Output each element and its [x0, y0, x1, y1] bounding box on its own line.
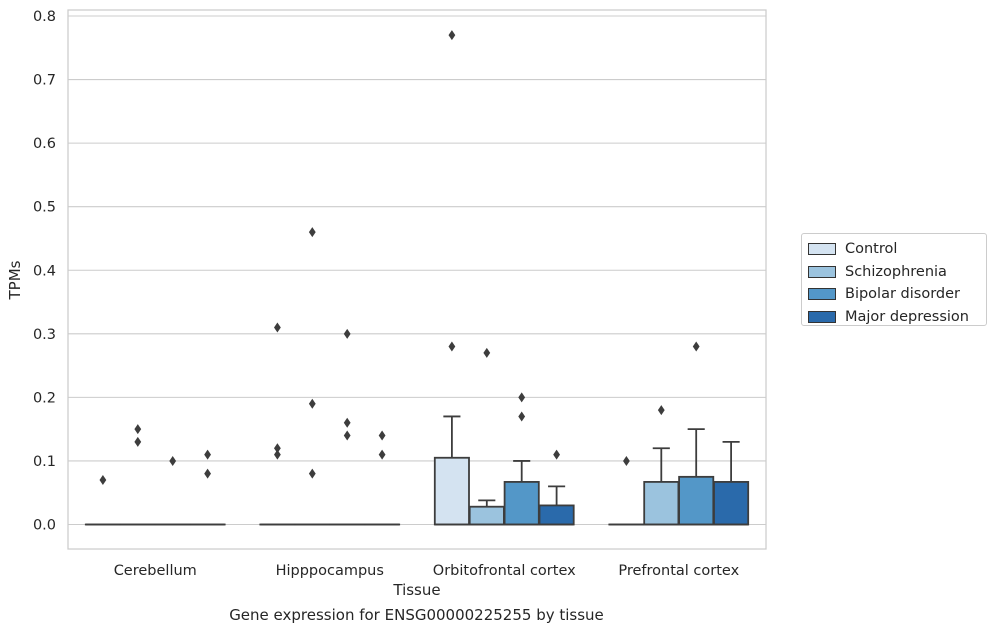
box-control — [608, 455, 645, 526]
x-tick-label: Orbitofrontal cortex — [433, 563, 576, 579]
outlier-point — [274, 443, 281, 454]
grid-lines — [68, 15, 766, 526]
box-iqr — [433, 456, 470, 526]
plot-frame — [67, 9, 767, 550]
legend-swatch — [808, 243, 836, 256]
outlier-point — [518, 411, 526, 422]
legend: Control Schizophrenia Bipolar disorder Majo… — [801, 233, 987, 326]
legend-item: Schizophrenia — [808, 261, 980, 284]
box-major-depression — [713, 440, 750, 526]
outlier-point — [308, 398, 316, 409]
outlier-point — [169, 455, 177, 466]
outlier-point — [343, 430, 351, 441]
box-iqr — [678, 475, 715, 526]
outlier-point — [378, 449, 386, 460]
box-schizophrenia — [294, 227, 331, 526]
figure-caption: Gene expression for ENSG00000225255 by t… — [229, 606, 604, 624]
box-iqr — [503, 481, 540, 526]
box-bipolar-disorder — [503, 392, 540, 526]
outlier-point — [343, 328, 351, 339]
legend-swatch — [808, 310, 836, 323]
box-control — [84, 475, 121, 526]
legend-item: Control — [808, 238, 980, 261]
outlier-point — [343, 417, 351, 428]
legend-label: Schizophrenia — [845, 263, 947, 280]
outlier-point — [134, 436, 142, 447]
y-tick-label: 0.4 — [33, 263, 56, 279]
legend-label: Control — [845, 241, 898, 258]
box-major-depression — [189, 449, 226, 526]
box-schizophrenia — [468, 347, 505, 526]
outlier-point — [483, 347, 491, 358]
outlier-point — [274, 322, 281, 333]
outlier-point — [204, 468, 211, 479]
boxes — [84, 30, 750, 526]
outlier-point — [623, 455, 630, 466]
x-tick-label: Cerebellum — [114, 563, 197, 579]
outlier-point — [448, 341, 456, 352]
legend-swatch — [808, 265, 836, 278]
box-iqr — [468, 505, 505, 526]
box-schizophrenia — [119, 424, 156, 526]
legend-label: Bipolar disorder — [845, 286, 960, 303]
box-iqr — [643, 481, 680, 526]
y-axis-label: TPMs — [6, 260, 24, 300]
box-iqr — [538, 504, 575, 526]
box-bipolar-disorder — [678, 341, 715, 526]
legend-item: Major depression — [808, 306, 980, 329]
box-major-depression — [538, 449, 575, 526]
outlier-point — [99, 475, 107, 486]
y-tick-label: 0.3 — [33, 327, 56, 343]
y-tick-label: 0.8 — [33, 9, 56, 25]
box-control — [259, 322, 296, 526]
box-major-depression — [364, 430, 401, 526]
x-tick-label: Hipppocampus — [276, 563, 384, 579]
x-axis-label: Tissue — [392, 581, 440, 599]
box-bipolar-disorder — [329, 328, 366, 526]
outlier-point — [518, 392, 526, 403]
x-axis-ticks: Cerebellum Hipppocampus Orbitofrontal cort… — [114, 563, 740, 579]
outlier-point — [274, 449, 281, 460]
legend-label: Major depression — [845, 308, 969, 325]
outlier-point — [204, 449, 211, 460]
outlier-point — [308, 227, 316, 238]
y-axis-ticks: 0.0 0.1 0.2 0.3 0.4 0.5 0.6 0.7 0.8 — [33, 9, 56, 534]
box-bipolar-disorder — [154, 455, 191, 526]
box-control — [433, 30, 470, 526]
outlier-point — [134, 424, 142, 435]
y-tick-label: 0.7 — [33, 73, 56, 89]
y-tick-label: 0.6 — [33, 136, 56, 152]
outlier-point — [378, 430, 386, 441]
legend-item: Bipolar disorder — [808, 283, 980, 306]
outlier-point — [448, 30, 456, 41]
x-tick-label: Prefrontal cortex — [618, 563, 739, 579]
outlier-point — [553, 449, 560, 460]
y-tick-label: 0.2 — [33, 390, 56, 406]
box-schizophrenia — [643, 405, 680, 526]
box-iqr — [713, 481, 750, 526]
y-tick-label: 0.5 — [33, 200, 56, 216]
legend-swatch — [808, 288, 836, 301]
outlier-point — [308, 468, 316, 479]
y-tick-label: 0.0 — [33, 518, 56, 534]
outlier-point — [692, 341, 700, 352]
y-tick-label: 0.1 — [33, 454, 56, 470]
outlier-point — [657, 405, 665, 416]
